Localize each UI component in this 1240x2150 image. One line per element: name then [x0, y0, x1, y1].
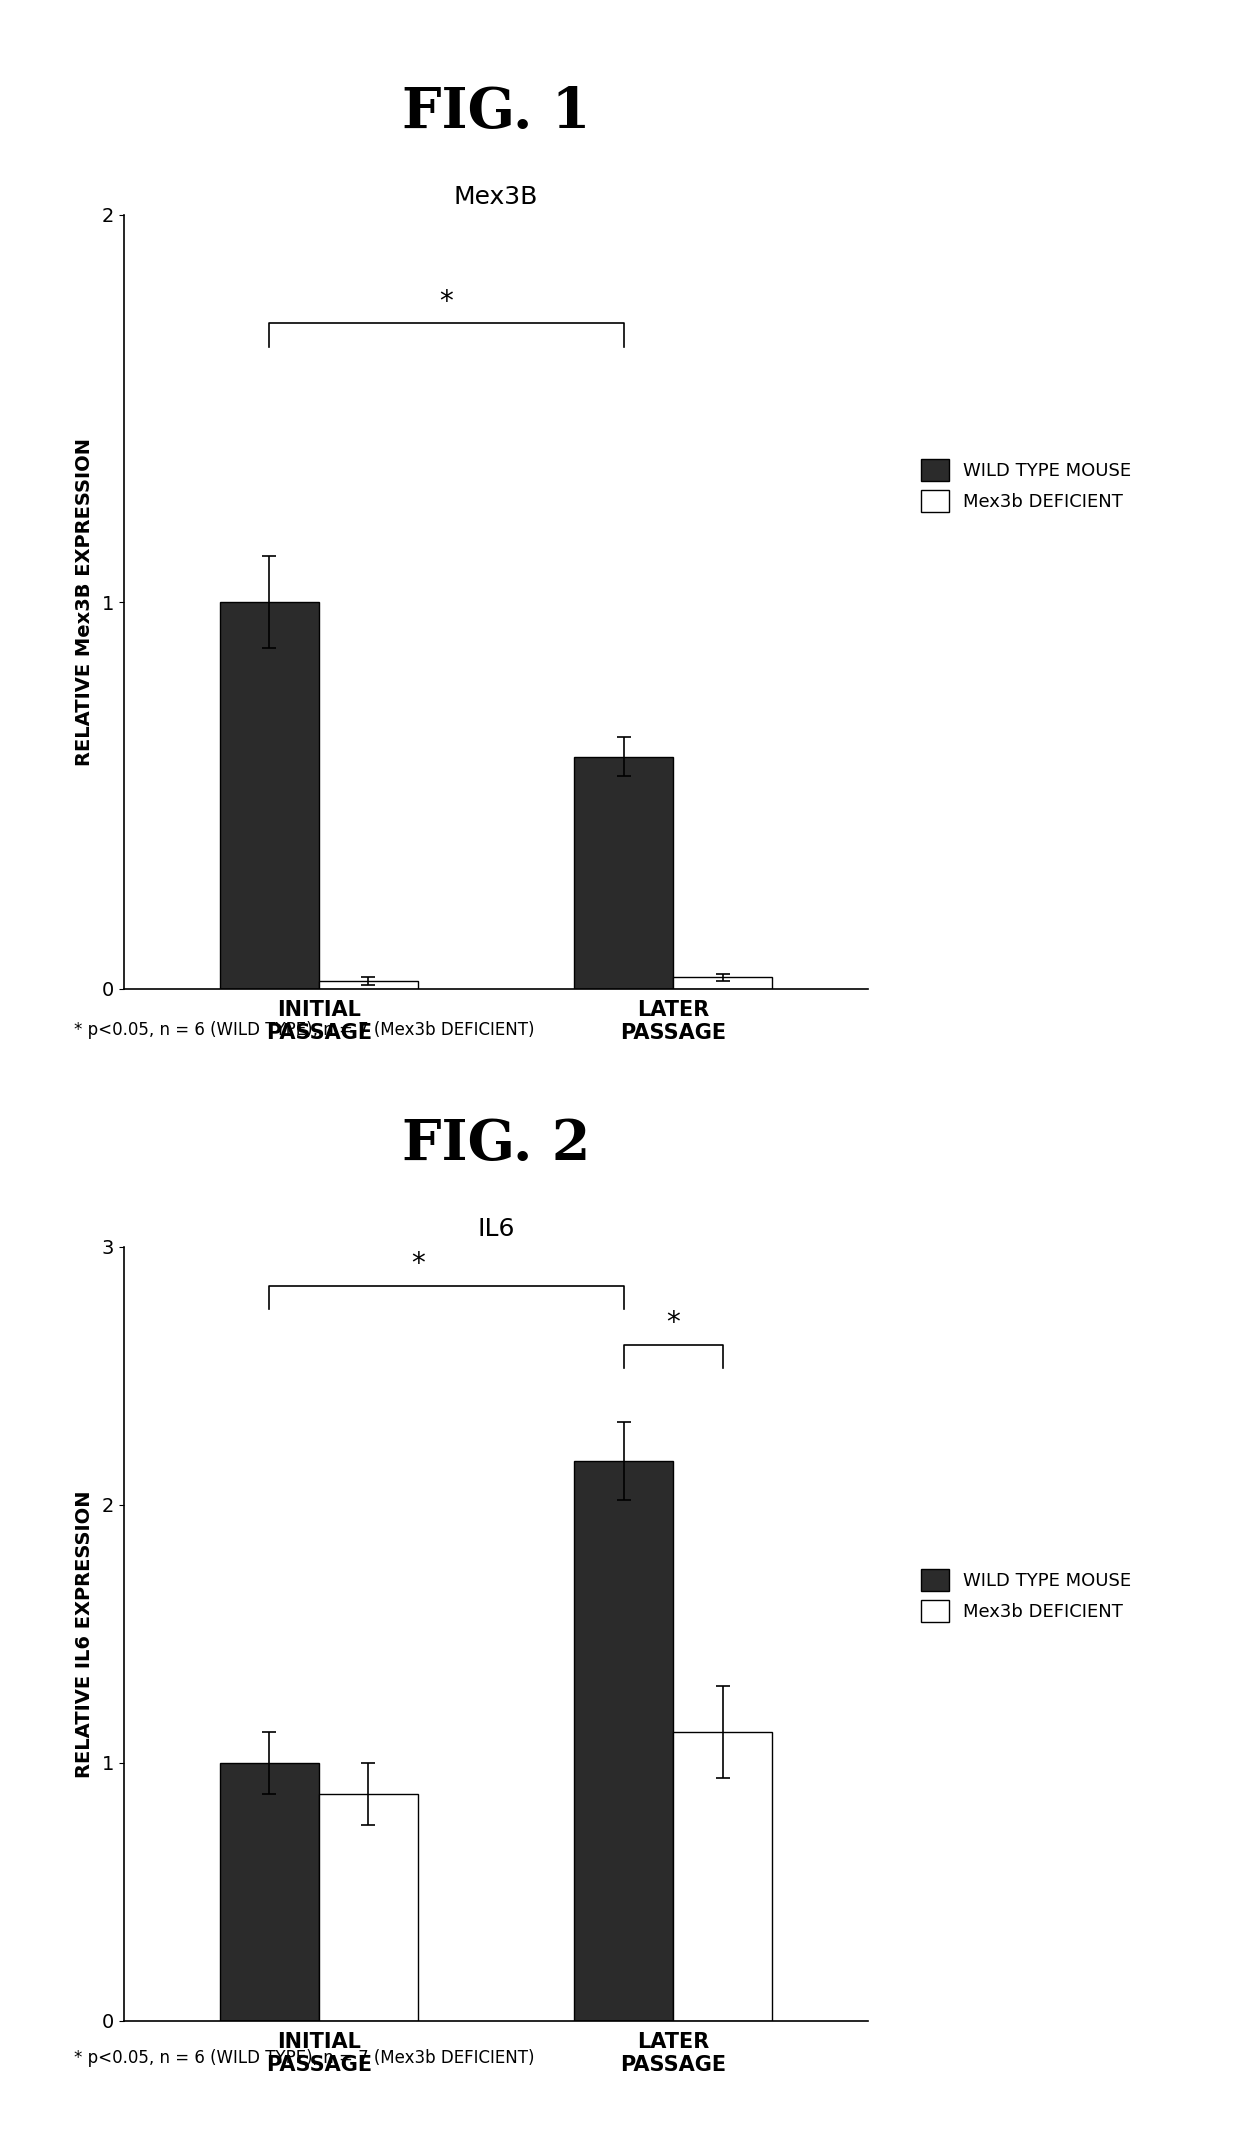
Text: FIG. 1: FIG. 1 [402, 84, 590, 140]
Legend: WILD TYPE MOUSE, Mex3b DEFICIENT: WILD TYPE MOUSE, Mex3b DEFICIENT [914, 1561, 1138, 1630]
Text: FIG. 2: FIG. 2 [402, 1116, 590, 1172]
Text: * p<0.05, n = 6 (WILD TYPE), n = 7 (Mex3b DEFICIENT): * p<0.05, n = 6 (WILD TYPE), n = 7 (Mex3… [74, 2049, 534, 2066]
Bar [319, 980, 418, 989]
Legend: WILD TYPE MOUSE, Mex3b DEFICIENT: WILD TYPE MOUSE, Mex3b DEFICIENT [914, 452, 1138, 520]
Text: *: * [439, 288, 454, 316]
Title: Mex3B: Mex3B [454, 185, 538, 209]
Bar [574, 757, 673, 989]
Y-axis label: RELATIVE Mex3B EXPRESSION: RELATIVE Mex3B EXPRESSION [74, 439, 93, 765]
Bar [574, 1462, 673, 2021]
Bar [319, 1793, 418, 2021]
Text: * p<0.05, n = 6 (WILD TYPE), n = 7 (Mex3b DEFICIENT): * p<0.05, n = 6 (WILD TYPE), n = 7 (Mex3… [74, 1021, 534, 1038]
Y-axis label: RELATIVE IL6 EXPRESSION: RELATIVE IL6 EXPRESSION [74, 1490, 93, 1778]
Title: IL6: IL6 [477, 1217, 515, 1241]
Text: *: * [412, 1249, 425, 1277]
Bar [673, 978, 773, 989]
Text: *: * [666, 1309, 680, 1337]
Bar [219, 602, 319, 989]
Bar [673, 1733, 773, 2021]
Bar [219, 1763, 319, 2021]
